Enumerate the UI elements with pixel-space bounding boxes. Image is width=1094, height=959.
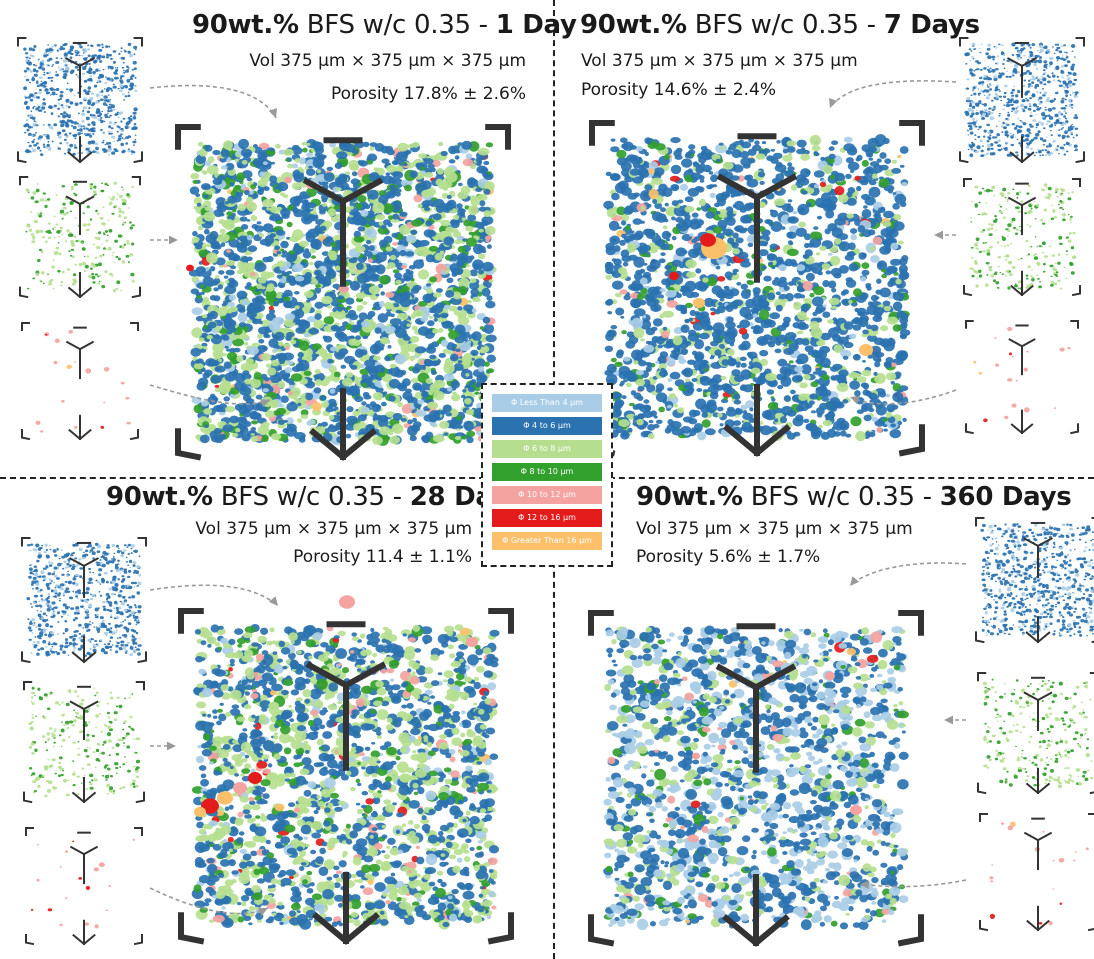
panel-7-days: 90wt.% BFS w/c 0.35 - 7 Days Vol 375 μm …	[556, 0, 1094, 476]
large-pore	[186, 264, 194, 272]
pore-render-7-days	[589, 37, 1085, 457]
subset-cube-frame	[17, 37, 143, 164]
arrow-head	[168, 235, 178, 245]
legend-item-4-6: Φ 4 to 6 μm	[492, 417, 602, 435]
large-pore	[339, 595, 355, 609]
subset-cube-frame	[959, 37, 1085, 164]
subset-cube-frame	[21, 537, 147, 664]
volume-label: Vol 375 μm × 375 μm × 375 μm	[195, 519, 472, 539]
porosity-label: Porosity 17.8% ± 2.6%	[330, 84, 526, 104]
subset-cube-frame	[23, 681, 145, 804]
porosity-label: Porosity 11.4 ± 1.1%	[293, 547, 472, 567]
pore-render-360-days	[588, 517, 1094, 947]
arrow-head	[850, 395, 860, 405]
arrow-head	[268, 108, 278, 118]
arrow-head	[268, 596, 278, 606]
panel-title: 90wt.% BFS w/c 0.35 - 360 Days	[636, 482, 1072, 512]
main-cube-frame	[178, 608, 514, 945]
large-pore	[233, 782, 247, 794]
large-pore	[284, 176, 292, 184]
subset-cube-frame	[25, 827, 143, 946]
pore-render-28-days	[21, 537, 514, 946]
arrow-head	[166, 741, 176, 751]
large-pore	[466, 636, 478, 648]
arrow-head	[860, 880, 870, 890]
arrow-head	[258, 907, 268, 916]
arrow-head	[934, 230, 944, 240]
legend-item-gt16: Φ Greater Than 16 μm	[492, 532, 602, 550]
subset-pore-cloud	[964, 42, 1079, 158]
large-pore	[850, 804, 862, 816]
subset-pore-cloud	[26, 542, 142, 657]
porosity-label: Porosity 5.6% ± 1.7%	[636, 547, 821, 567]
panel-28-days: 90wt.% BFS w/c 0.35 - 28 Days Vol 375 μm…	[0, 480, 552, 959]
main-cube-frame	[175, 124, 511, 461]
dashed-arrow	[851, 389, 957, 405]
legend-item-8-10: Φ 8 to 10 μm	[492, 463, 602, 481]
main-cube-frame	[588, 610, 924, 947]
subset-pore-cloud	[23, 42, 138, 157]
subset-cube-frame	[977, 672, 1094, 795]
legend-item-10-12: Φ 10 to 12 μm	[492, 486, 602, 504]
panel-360-days: 90wt.% BFS w/c 0.35 - 360 Days Vol 375 μ…	[556, 480, 1094, 959]
legend-item-6-8: Φ 6 to 8 μm	[492, 440, 602, 458]
pore-render-1-day	[17, 37, 511, 461]
subset-cube-frame	[965, 320, 1079, 435]
large-pore	[201, 798, 219, 814]
subset-cube-frame	[979, 813, 1094, 932]
arrow-head	[260, 398, 270, 408]
large-pore	[693, 297, 705, 309]
main-pore-cloud	[603, 625, 909, 931]
dashed-arrow	[829, 80, 957, 109]
volume-label: Vol 375 μm × 375 μm × 375 μm	[581, 51, 858, 71]
arrow-head	[944, 715, 954, 725]
subset-pore-cloud	[35, 329, 131, 433]
pore-size-legend: Φ Less Than 4 μm Φ 4 to 6 μm Φ 6 to 8 μm…	[481, 383, 613, 567]
subset-pore-cloud	[980, 523, 1094, 637]
panel-title: 90wt.% BFS w/c 0.35 - 1 Day	[192, 10, 577, 40]
arrow-head	[828, 98, 838, 108]
subset-cube-frame	[19, 176, 141, 299]
large-pore	[669, 271, 679, 281]
porosity-label: Porosity 14.6% ± 2.4%	[581, 80, 777, 100]
dashed-arrow	[861, 879, 967, 888]
legend-item-12-16: Φ 12 to 16 μm	[492, 509, 602, 527]
volume-label: Vol 375 μm × 375 μm × 375 μm	[636, 519, 913, 539]
arrow-head	[850, 576, 860, 586]
subset-pore-cloud	[30, 838, 136, 929]
subset-pore-cloud	[969, 183, 1077, 290]
large-pore	[194, 806, 206, 818]
large-pore	[700, 233, 716, 247]
panel-title: 90wt.% BFS w/c 0.35 - 28 Days	[106, 482, 524, 512]
dashed-arrow	[149, 887, 269, 915]
volume-label: Vol 375 μm × 375 μm × 375 μm	[249, 51, 526, 71]
dashed-arrow	[149, 584, 279, 607]
large-pore	[825, 671, 835, 681]
subset-cube-frame	[21, 322, 139, 441]
legend-item-lt4: Φ Less Than 4 μm	[492, 394, 602, 412]
dashed-arrow	[149, 384, 271, 405]
panel-1-day: 90wt.% BFS w/c 0.35 - 1 Day Vol 375 μm ×…	[0, 0, 577, 476]
large-pore	[248, 772, 262, 784]
subset-pore-cloud	[973, 327, 1071, 423]
subset-cube-frame	[963, 178, 1081, 297]
large-pore	[859, 344, 873, 356]
subset-pore-cloud	[982, 678, 1094, 789]
dashed-arrow	[149, 84, 277, 119]
main-pore-cloud	[188, 138, 497, 446]
large-pore	[217, 791, 233, 805]
subset-cube-frame	[975, 517, 1094, 644]
subset-pore-cloud	[989, 821, 1089, 926]
large-pore	[692, 752, 700, 760]
panel-title: 90wt.% BFS w/c 0.35 - 7 Days	[580, 10, 980, 40]
dashed-arrow	[851, 562, 967, 585]
